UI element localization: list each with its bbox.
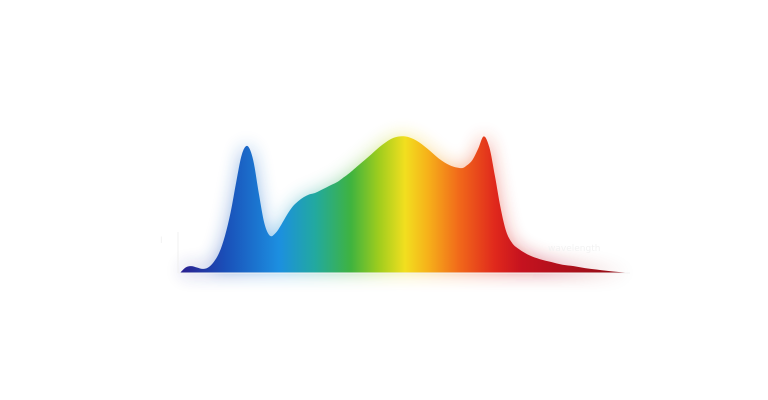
x-axis-label: wavelength <box>548 244 601 254</box>
y-axis-label: I <box>160 236 163 246</box>
spectrum-area <box>180 136 630 273</box>
